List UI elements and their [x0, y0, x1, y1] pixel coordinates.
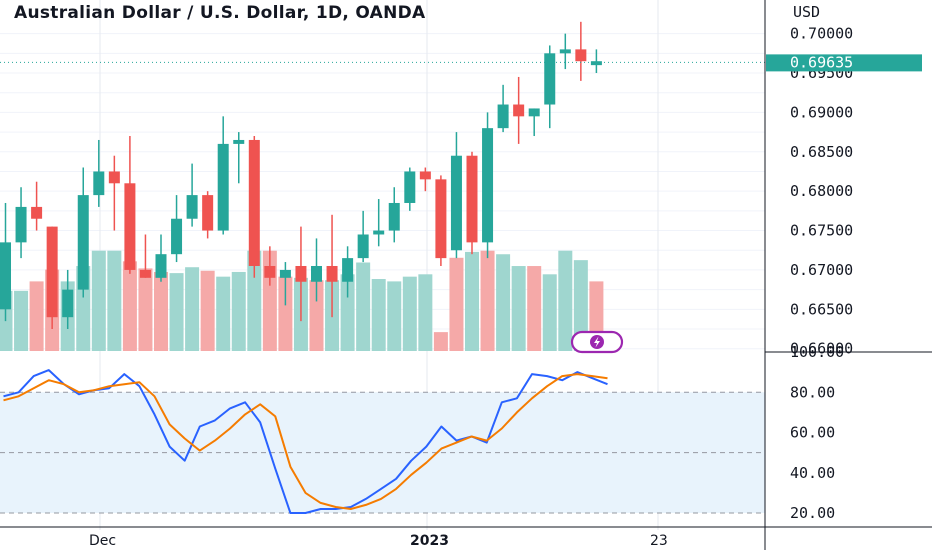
- price-tick-label: 0.67000: [790, 261, 853, 279]
- candle-body: [559, 49, 571, 54]
- candle-body: [528, 108, 540, 117]
- volume-bar: [496, 254, 511, 351]
- candle-body: [62, 289, 74, 318]
- candle-body: [311, 265, 322, 282]
- price-tick-label: 0.68000: [790, 182, 853, 200]
- candle-body: [388, 202, 400, 231]
- time-tick-label: Dec: [89, 533, 116, 549]
- candle-body: [202, 195, 214, 231]
- price-tick-label: 0.70000: [790, 25, 853, 43]
- candle-body: [139, 269, 151, 278]
- volume-bar: [278, 276, 293, 351]
- price-tick-label: 0.68500: [790, 143, 853, 161]
- price-tick-label: 0.66000: [790, 340, 853, 358]
- volume-bar: [169, 273, 184, 351]
- candle-body: [233, 139, 245, 144]
- volume-bar: [340, 274, 355, 351]
- candle-body: [248, 139, 260, 266]
- volume-bar: [480, 250, 495, 351]
- candle-body: [419, 171, 431, 180]
- stoch-d-line: [3, 373, 608, 510]
- candle-body: [357, 234, 369, 259]
- volume-bar: [14, 290, 29, 351]
- candle-body: [590, 61, 602, 66]
- volume-bar: [542, 274, 557, 351]
- volume-bar: [387, 281, 402, 351]
- volume-bar: [91, 250, 106, 351]
- volume-bar: [122, 261, 137, 351]
- volume-bar: [247, 250, 262, 351]
- volume-bar: [356, 262, 371, 351]
- oscillator-tick-label: 100.00: [790, 343, 844, 361]
- volume-bar: [200, 270, 215, 351]
- time-tick-label: 2023: [410, 533, 449, 549]
- volume-bar: [527, 266, 542, 351]
- candle-body: [46, 226, 58, 318]
- price-tick-label: 0.66500: [790, 300, 853, 318]
- volume-bar: [309, 280, 324, 351]
- candle-body: [171, 218, 183, 255]
- stoch-k-line: [3, 369, 608, 514]
- candle-body: [575, 49, 587, 62]
- volume-bar: [433, 332, 448, 351]
- volume-bar: [107, 250, 122, 351]
- candle-body: [186, 195, 198, 219]
- volume-bar: [29, 281, 44, 351]
- candle-body: [326, 265, 338, 282]
- volume-bar: [573, 260, 588, 351]
- volume-bar: [418, 274, 433, 351]
- oscillator-tick-label: 40.00: [790, 464, 835, 482]
- candle-body: [108, 171, 120, 184]
- price-tick-label: 0.67500: [790, 222, 853, 240]
- volume-bar: [138, 268, 153, 351]
- candle-body: [93, 171, 105, 196]
- volume-bar: [231, 271, 246, 351]
- currency-label: USD: [793, 3, 820, 21]
- candle-body: [31, 206, 43, 219]
- candle-body: [450, 155, 462, 251]
- time-tick-label: 23: [650, 533, 668, 549]
- candlestick-series: [0, 21, 765, 330]
- volume-bar: [449, 257, 464, 351]
- candle-body: [295, 265, 307, 282]
- last-price-label: 0.69635: [790, 53, 853, 71]
- candle-body: [342, 258, 354, 282]
- volume-bar: [465, 251, 479, 351]
- candle-body: [404, 171, 416, 203]
- candle-body: [264, 265, 276, 278]
- candle-body: [77, 195, 89, 290]
- candle-body: [217, 143, 229, 231]
- price-tick-label: 0.69000: [790, 103, 853, 121]
- candle-body: [466, 155, 478, 243]
- candle-body: [0, 242, 11, 310]
- candle-body: [279, 269, 291, 278]
- candle-body: [15, 206, 27, 243]
- candle-body: [373, 230, 385, 235]
- oscillator-tick-label: 80.00: [790, 383, 835, 401]
- stochastic-lines: [3, 369, 608, 514]
- candle-body: [544, 53, 556, 105]
- candle-body: [497, 104, 509, 129]
- volume-bar: [185, 267, 200, 351]
- volume-bar: [402, 276, 417, 351]
- candle-body: [124, 183, 136, 270]
- lightning-icon: [594, 336, 600, 348]
- last-price-tag: [766, 54, 922, 72]
- candle-body: [155, 254, 167, 278]
- candle-body: [513, 104, 525, 117]
- volume-bar: [371, 279, 386, 351]
- oscillator-tick-label: 20.00: [790, 504, 835, 522]
- volume-bar: [558, 250, 573, 351]
- volume-bar: [154, 271, 168, 351]
- volume-bar: [511, 266, 526, 351]
- lightning-badge[interactable]: [570, 330, 624, 354]
- candle-body: [435, 179, 447, 259]
- oscillator-tick-label: 60.00: [790, 424, 835, 442]
- candle-body: [482, 128, 494, 243]
- volume-bar: [216, 276, 231, 351]
- chart-title: Australian Dollar / U.S. Dollar, 1D, OAN…: [14, 3, 426, 23]
- oscillator-band: [0, 391, 765, 514]
